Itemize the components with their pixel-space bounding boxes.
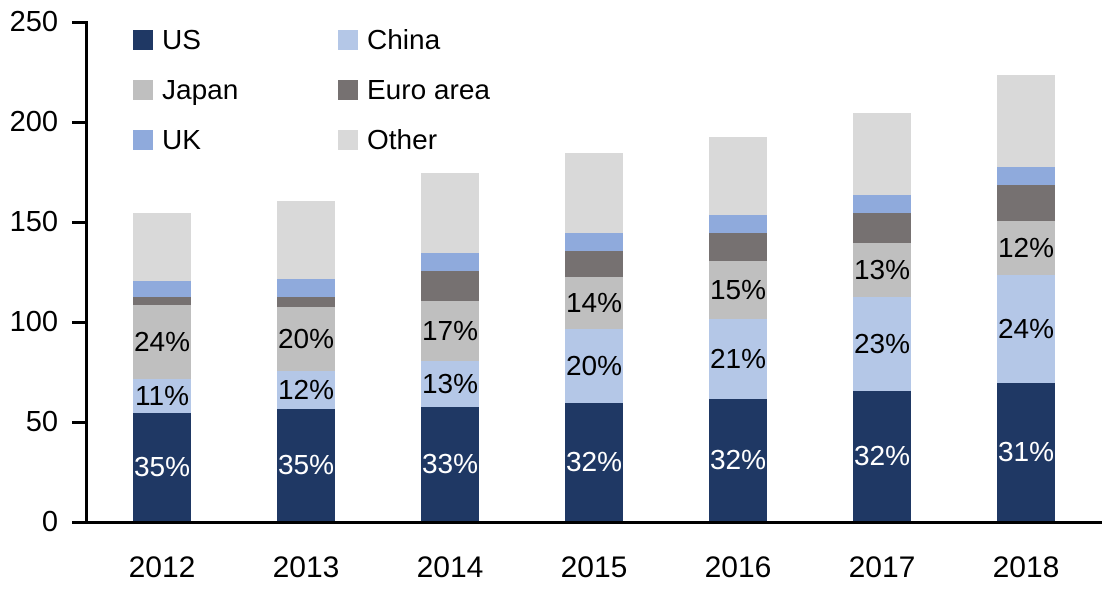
bar-segment-uk-2014 — [421, 253, 479, 271]
legend-item-china: China — [338, 25, 440, 55]
legend-label: Japan — [162, 74, 239, 105]
bar-segment-uk-2013 — [277, 279, 335, 297]
legend-swatch — [338, 80, 358, 100]
x-tick-label-2017: 2017 — [848, 551, 916, 584]
bar-segment-euro-area-2018 — [997, 185, 1055, 221]
bar-segment-us-2015 — [565, 403, 623, 521]
bar-segment-uk-2018 — [997, 167, 1055, 185]
bar-segment-us-2014 — [421, 407, 479, 521]
bar-segment-japan-2016 — [709, 261, 767, 319]
bar-segment-other-2014 — [421, 173, 479, 253]
bar-segment-us-2012 — [133, 413, 191, 521]
bar-segment-china-2016 — [709, 319, 767, 399]
x-tick-label-2015: 2015 — [560, 551, 628, 584]
y-axis-tick — [72, 521, 86, 524]
legend-label: UK — [162, 124, 201, 155]
bar-segment-euro-area-2015 — [565, 251, 623, 277]
bar-segment-other-2016 — [709, 137, 767, 215]
bar-segment-japan-2014 — [421, 301, 479, 361]
x-tick-label-2013: 2013 — [272, 551, 340, 584]
legend-swatch — [338, 130, 358, 150]
bar-segment-china-2012 — [133, 379, 191, 413]
y-tick-label: 200 — [9, 106, 58, 138]
bar-segment-china-2015 — [565, 329, 623, 403]
y-tick-label: 250 — [9, 6, 58, 38]
bar-segment-china-2017 — [853, 297, 911, 391]
y-axis-tick — [72, 321, 86, 324]
bar-segment-us-2016 — [709, 399, 767, 521]
y-axis-tick — [72, 121, 86, 124]
bar-segment-euro-area-2012 — [133, 297, 191, 305]
bar-segment-china-2018 — [997, 275, 1055, 383]
bar-segment-euro-area-2014 — [421, 271, 479, 301]
bar-segment-other-2012 — [133, 213, 191, 281]
x-tick-label-2012: 2012 — [128, 551, 196, 584]
y-tick-label: 150 — [9, 206, 58, 238]
legend-item-us: US — [133, 25, 201, 55]
bar-segment-japan-2018 — [997, 221, 1055, 275]
x-tick-label-2016: 2016 — [704, 551, 772, 584]
bar-segment-us-2018 — [997, 383, 1055, 521]
bar-segment-uk-2012 — [133, 281, 191, 297]
x-tick-label-2014: 2014 — [416, 551, 484, 584]
bar-segment-euro-area-2017 — [853, 213, 911, 243]
bar-segment-japan-2012 — [133, 305, 191, 379]
legend-swatch — [133, 130, 153, 150]
bar-segment-japan-2015 — [565, 277, 623, 329]
legend-item-japan: Japan — [133, 75, 238, 105]
legend-label: US — [162, 24, 201, 55]
legend-item-other: Other — [338, 125, 437, 155]
bar-segment-other-2013 — [277, 201, 335, 279]
legend-label: China — [367, 24, 441, 55]
bar-segment-uk-2015 — [565, 233, 623, 251]
bar-segment-other-2015 — [565, 153, 623, 233]
y-axis-line — [85, 21, 88, 524]
bar-segment-euro-area-2013 — [277, 297, 335, 307]
y-tick-label: 100 — [9, 306, 58, 338]
legend-item-euro-area: Euro area — [338, 75, 490, 105]
bar-segment-other-2018 — [997, 75, 1055, 167]
legend-swatch — [338, 30, 358, 50]
x-tick-label-2018: 2018 — [992, 551, 1060, 584]
bar-segment-other-2017 — [853, 113, 911, 195]
x-axis-line — [85, 521, 1102, 524]
bar-segment-japan-2013 — [277, 307, 335, 371]
bar-segment-us-2013 — [277, 409, 335, 521]
legend-swatch — [133, 30, 153, 50]
y-tick-label: 0 — [41, 506, 58, 538]
bar-segment-china-2014 — [421, 361, 479, 407]
legend-label: Euro area — [367, 74, 490, 105]
legend-label: Other — [367, 124, 438, 155]
bar-segment-us-2017 — [853, 391, 911, 521]
bar-segment-uk-2017 — [853, 195, 911, 213]
y-tick-label: 50 — [25, 406, 58, 438]
bar-segment-japan-2017 — [853, 243, 911, 297]
y-axis-tick — [72, 21, 86, 24]
legend-item-uk: UK — [133, 125, 201, 155]
bar-segment-euro-area-2016 — [709, 233, 767, 261]
legend-swatch — [133, 80, 153, 100]
y-axis-tick — [72, 421, 86, 424]
y-axis-tick — [72, 221, 86, 224]
bar-segment-uk-2016 — [709, 215, 767, 233]
bar-segment-china-2013 — [277, 371, 335, 409]
